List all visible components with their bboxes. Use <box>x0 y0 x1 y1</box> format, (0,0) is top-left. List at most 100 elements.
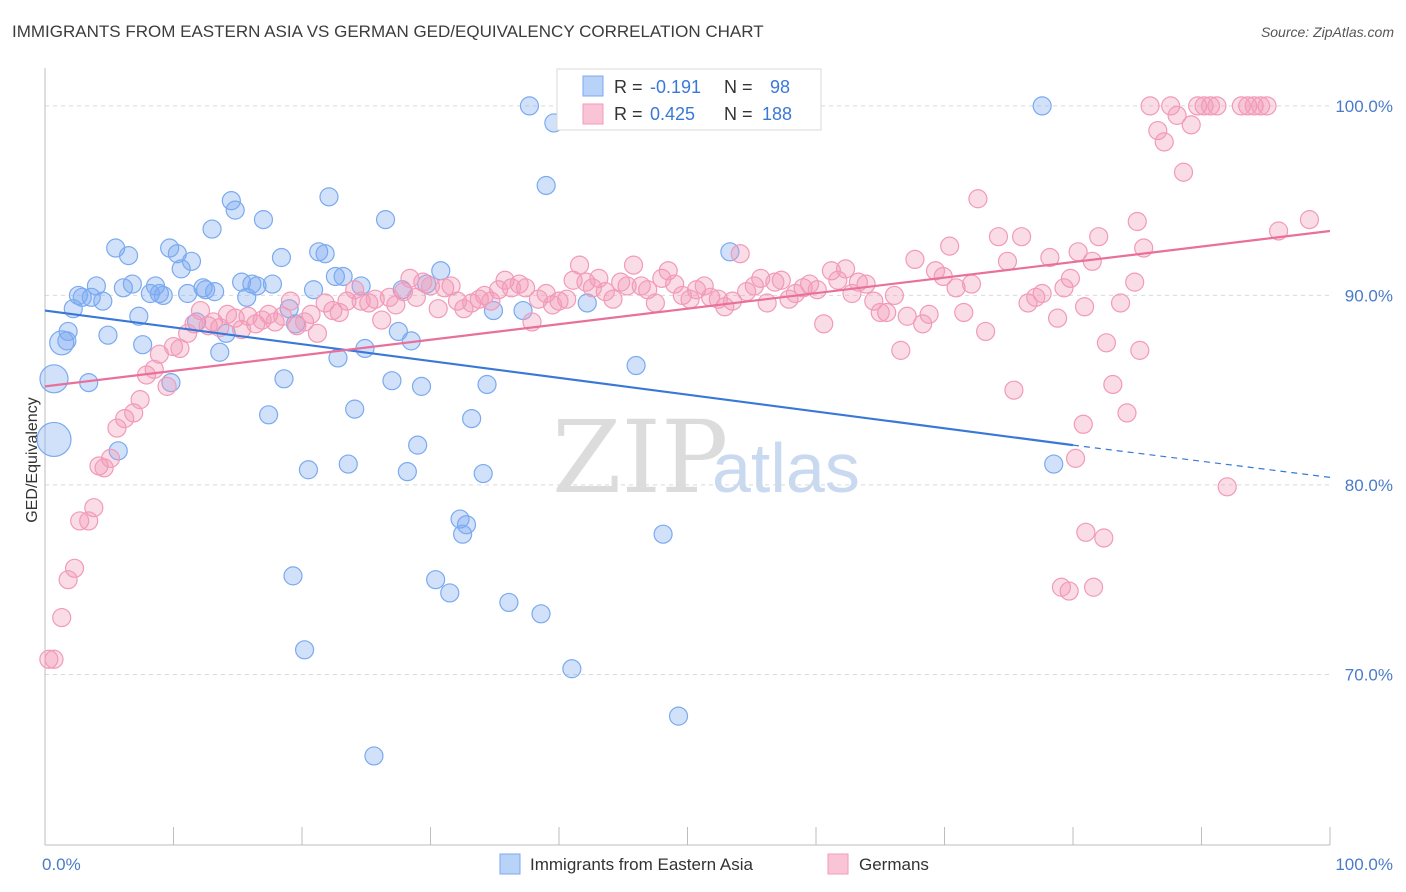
point-germans <box>897 306 917 326</box>
stat-r-label-1: R = <box>614 77 643 97</box>
point-immigrants <box>499 592 519 613</box>
stat-n-value-2: 188 <box>762 104 792 124</box>
point-germans <box>694 276 714 296</box>
point-germans <box>1094 528 1114 548</box>
point-immigrants <box>440 583 460 603</box>
point-germans <box>365 289 385 309</box>
point-germans <box>1161 96 1181 116</box>
point-germans <box>623 255 644 275</box>
y-tick-label: 90.0% <box>1345 286 1393 305</box>
point-germans <box>481 291 501 311</box>
point-immigrants <box>49 330 75 356</box>
point-germans <box>515 278 536 298</box>
point-germans <box>1181 115 1201 135</box>
point-germans <box>645 293 665 313</box>
point-germans <box>913 314 933 334</box>
stats-swatch-blue <box>582 75 604 97</box>
watermark-zip: ZIP <box>552 399 728 516</box>
point-germans <box>44 649 64 669</box>
point-germans <box>273 306 293 326</box>
point-immigrants <box>653 524 673 544</box>
point-immigrants <box>122 274 142 294</box>
point-germans <box>64 558 85 578</box>
y-tick-label: 70.0% <box>1345 665 1393 684</box>
point-germans <box>307 323 328 343</box>
point-immigrants <box>108 441 128 461</box>
point-immigrants <box>98 325 118 345</box>
x-tick-label-right: 100.0% <box>1335 855 1393 874</box>
point-germans <box>301 304 321 324</box>
point-germans <box>52 607 72 628</box>
point-germans <box>665 274 685 294</box>
legend-swatch-pink <box>827 853 849 875</box>
point-immigrants <box>271 247 292 268</box>
point-germans <box>1011 227 1032 247</box>
point-immigrants <box>58 321 78 342</box>
point-germans <box>771 270 791 290</box>
point-immigrants <box>225 200 245 220</box>
gridlines <box>45 105 1330 675</box>
point-germans <box>170 338 190 359</box>
point-germans <box>1217 477 1237 497</box>
point-germans <box>157 376 177 396</box>
stat-r-value-2: 0.425 <box>650 104 695 124</box>
point-germans <box>1268 221 1289 241</box>
point-immigrants <box>202 219 222 239</box>
point-immigrants <box>93 291 113 311</box>
stats-legend: R = -0.191 N = 98 R = 0.425 N = 188 <box>556 68 822 131</box>
point-germans <box>968 189 988 209</box>
point-germans <box>1076 522 1096 542</box>
point-germans <box>1207 96 1227 116</box>
point-germans <box>864 291 884 311</box>
point-germans <box>1154 132 1174 152</box>
point-germans <box>919 304 939 324</box>
point-immigrants <box>118 246 139 266</box>
point-immigrants <box>477 374 497 395</box>
point-immigrants <box>408 435 428 455</box>
point-germans <box>372 310 392 330</box>
point-immigrants <box>129 306 149 326</box>
point-germans <box>617 276 637 296</box>
point-germans <box>1257 96 1277 116</box>
point-germans <box>1130 340 1150 360</box>
point-germans <box>940 236 960 256</box>
point-germans <box>1074 297 1095 317</box>
point-germans <box>1251 96 1271 116</box>
point-germans <box>1117 403 1137 423</box>
point-immigrants <box>364 746 384 766</box>
trend-line-immigrants <box>44 309 1074 447</box>
point-germans <box>379 287 399 307</box>
point-germans <box>835 259 856 279</box>
bottom-legend: Immigrants from Eastern Asia Germans <box>499 853 929 875</box>
point-immigrants <box>382 371 402 391</box>
point-immigrants <box>577 293 597 313</box>
point-germans <box>870 302 890 323</box>
point-immigrants <box>431 261 451 281</box>
point-germans <box>315 293 335 313</box>
point-immigrants <box>411 376 432 396</box>
point-immigrants <box>338 454 358 474</box>
point-immigrants <box>531 604 551 624</box>
point-germans <box>420 276 441 296</box>
point-germans <box>329 302 349 323</box>
point-immigrants <box>668 706 689 726</box>
point-immigrants <box>462 408 482 429</box>
legend-label-immigrants: Immigrants from Eastern Asia <box>530 855 754 874</box>
point-germans <box>258 304 279 324</box>
point-germans <box>549 291 569 311</box>
stat-r-label-2: R = <box>614 104 643 124</box>
point-germans <box>58 570 78 590</box>
point-germans <box>351 291 371 311</box>
point-immigrants <box>1044 454 1064 474</box>
chart-title: IMMIGRANTS FROM EASTERN ASIA VS GERMAN G… <box>12 22 764 41</box>
point-immigrants <box>262 274 283 294</box>
point-immigrants <box>39 364 69 394</box>
point-germans <box>569 255 590 275</box>
point-germans <box>1040 247 1060 268</box>
point-germans <box>190 300 211 321</box>
point-immigrants <box>473 463 493 484</box>
point-germans <box>1173 162 1194 182</box>
point-germans <box>1060 268 1081 288</box>
point-germans <box>730 244 750 264</box>
